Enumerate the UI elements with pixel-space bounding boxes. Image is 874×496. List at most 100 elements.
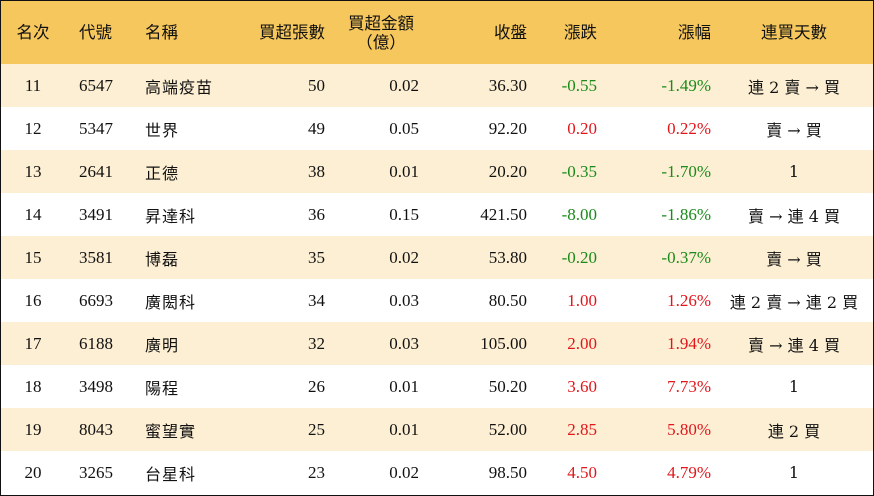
cell-close: 50.20 bbox=[488, 376, 527, 396]
cell-change-pct: -1.86% bbox=[661, 204, 711, 224]
cell-net-buy-amount: 0.15 bbox=[389, 204, 419, 224]
header-streak: 連買天數 bbox=[761, 23, 827, 42]
cell-change: 2.00 bbox=[567, 333, 597, 353]
cell-change: -0.20 bbox=[561, 247, 597, 267]
cell-change-pct: -1.70% bbox=[661, 161, 711, 181]
cell-net-buy-lots: 36 bbox=[308, 204, 325, 224]
cell-change: 3.60 bbox=[567, 376, 597, 396]
cell-rank: 15 bbox=[24, 247, 42, 267]
cell-change-pct: 0.22% bbox=[667, 118, 711, 138]
cell-net-buy-lots: 23 bbox=[308, 462, 325, 482]
cell-close: 105.00 bbox=[480, 333, 527, 353]
cell-change: -8.00 bbox=[561, 204, 597, 224]
cell-rank: 17 bbox=[24, 333, 42, 353]
cell-name: 陽程 bbox=[145, 378, 180, 398]
table-row: 19 8043 蜜望實 25 0.01 52.00 2.85 5.80% 連 2 買 bbox=[1, 408, 873, 451]
table-row: 15 3581 博磊 35 0.02 53.80 -0.20 -0.37% 賣 → 買 bbox=[1, 236, 873, 279]
cell-change: 0.20 bbox=[567, 118, 597, 138]
cell-code: 5347 bbox=[79, 118, 113, 138]
cell-net-buy-amount: 0.01 bbox=[389, 376, 419, 396]
cell-rank: 11 bbox=[24, 75, 42, 95]
cell-close: 92.20 bbox=[488, 118, 527, 138]
cell-change-pct: 1.94% bbox=[667, 333, 711, 353]
cell-change: 1.00 bbox=[567, 290, 597, 310]
cell-streak: 1 bbox=[788, 162, 800, 181]
cell-streak: 1 bbox=[788, 463, 800, 482]
cell-close: 98.50 bbox=[488, 462, 527, 482]
cell-code: 3581 bbox=[79, 247, 113, 267]
cell-net-buy-lots: 50 bbox=[308, 75, 325, 95]
cell-code: 3491 bbox=[79, 204, 113, 224]
cell-code: 6547 bbox=[79, 75, 113, 95]
cell-name: 博磊 bbox=[145, 249, 180, 269]
cell-net-buy-lots: 32 bbox=[308, 333, 325, 353]
cell-name: 世界 bbox=[145, 120, 180, 140]
header-net-buy-amount-line1: 買超金額 bbox=[348, 13, 414, 33]
cell-change-pct: -1.49% bbox=[661, 75, 711, 95]
cell-rank: 18 bbox=[24, 376, 42, 396]
header-close: 收盤 bbox=[494, 23, 527, 42]
table-row: 16 6693 廣閎科 34 0.03 80.50 1.00 1.26% 連 2 賣 → 連 2… bbox=[1, 279, 873, 322]
cell-net-buy-amount: 0.01 bbox=[389, 161, 419, 181]
cell-net-buy-lots: 34 bbox=[308, 290, 325, 310]
cell-change: 2.85 bbox=[567, 419, 597, 439]
header-name: 名稱 bbox=[145, 23, 178, 42]
cell-name: 蜜望實 bbox=[145, 421, 197, 441]
cell-close: 421.50 bbox=[480, 204, 527, 224]
cell-net-buy-amount: 0.03 bbox=[389, 333, 419, 353]
cell-name: 廣明 bbox=[145, 335, 180, 355]
cell-net-buy-lots: 49 bbox=[308, 118, 325, 138]
cell-net-buy-amount: 0.02 bbox=[389, 75, 419, 95]
table-row: 20 3265 台星科 23 0.02 98.50 4.50 4.79% 1 bbox=[1, 451, 873, 494]
cell-streak: 賣 → 連 4 買 bbox=[748, 335, 840, 355]
cell-change: 4.50 bbox=[567, 462, 597, 482]
cell-streak: 連 2 賣 → 連 2 買 bbox=[729, 292, 859, 312]
cell-change-pct: 7.73% bbox=[667, 376, 711, 396]
header-net-buy-lots: 買超張數 bbox=[259, 23, 325, 42]
cell-net-buy-amount: 0.01 bbox=[389, 419, 419, 439]
cell-net-buy-amount: 0.02 bbox=[389, 462, 419, 482]
table-row: 13 2641 正德 38 0.01 20.20 -0.35 -1.70% 1 bbox=[1, 150, 873, 193]
cell-change-pct: -0.37% bbox=[661, 247, 711, 267]
cell-change-pct: 1.26% bbox=[667, 290, 711, 310]
cell-net-buy-amount: 0.02 bbox=[389, 247, 419, 267]
cell-change-pct: 4.79% bbox=[667, 462, 711, 482]
table-row: 18 3498 陽程 26 0.01 50.20 3.60 7.73% 1 bbox=[1, 365, 873, 408]
cell-code: 6188 bbox=[79, 333, 113, 353]
header-rank: 名次 bbox=[16, 23, 50, 42]
cell-rank: 12 bbox=[24, 118, 42, 138]
cell-name: 高端疫苗 bbox=[145, 77, 214, 97]
cell-close: 52.00 bbox=[488, 419, 527, 439]
cell-name: 廣閎科 bbox=[145, 292, 197, 312]
table-row: 14 3491 昇達科 36 0.15 421.50 -8.00 -1.86% 賣 → 連 4 … bbox=[1, 193, 873, 236]
cell-streak: 連 2 賣 → 買 bbox=[748, 77, 840, 97]
cell-net-buy-lots: 35 bbox=[308, 247, 325, 267]
cell-rank: 14 bbox=[24, 204, 42, 224]
cell-code: 8043 bbox=[79, 419, 113, 439]
table-header: 名次 代號 名稱 買超張數 買超金額 （億） 收盤 漲跌 漲幅 連買天數 bbox=[1, 1, 873, 64]
cell-code: 3498 bbox=[79, 376, 113, 396]
header-code: 代號 bbox=[79, 23, 112, 42]
cell-change: -0.35 bbox=[561, 161, 597, 181]
cell-close: 36.30 bbox=[488, 75, 527, 95]
cell-streak: 賣 → 買 bbox=[766, 249, 822, 269]
cell-rank: 20 bbox=[24, 462, 42, 482]
cell-rank: 16 bbox=[24, 290, 42, 310]
cell-net-buy-lots: 25 bbox=[308, 419, 325, 439]
cell-net-buy-amount: 0.05 bbox=[389, 118, 419, 138]
table-row: 11 6547 高端疫苗 50 0.02 36.30 -0.55 -1.49% 連 2 賣 → … bbox=[1, 64, 873, 107]
cell-change: -0.55 bbox=[561, 75, 597, 95]
cell-rank: 19 bbox=[24, 419, 42, 439]
header-change-pct: 漲幅 bbox=[678, 23, 711, 42]
cell-name: 昇達科 bbox=[145, 206, 197, 226]
cell-change-pct: 5.80% bbox=[667, 419, 711, 439]
table-row: 12 5347 世界 49 0.05 92.20 0.20 0.22% 賣 → 買 bbox=[1, 107, 873, 150]
cell-rank: 13 bbox=[24, 161, 42, 181]
cell-close: 80.50 bbox=[488, 290, 527, 310]
cell-streak: 連 2 買 bbox=[767, 421, 821, 441]
cell-streak: 賣 → 連 4 買 bbox=[748, 206, 840, 226]
cell-close: 53.80 bbox=[488, 247, 527, 267]
cell-close: 20.20 bbox=[488, 161, 527, 181]
